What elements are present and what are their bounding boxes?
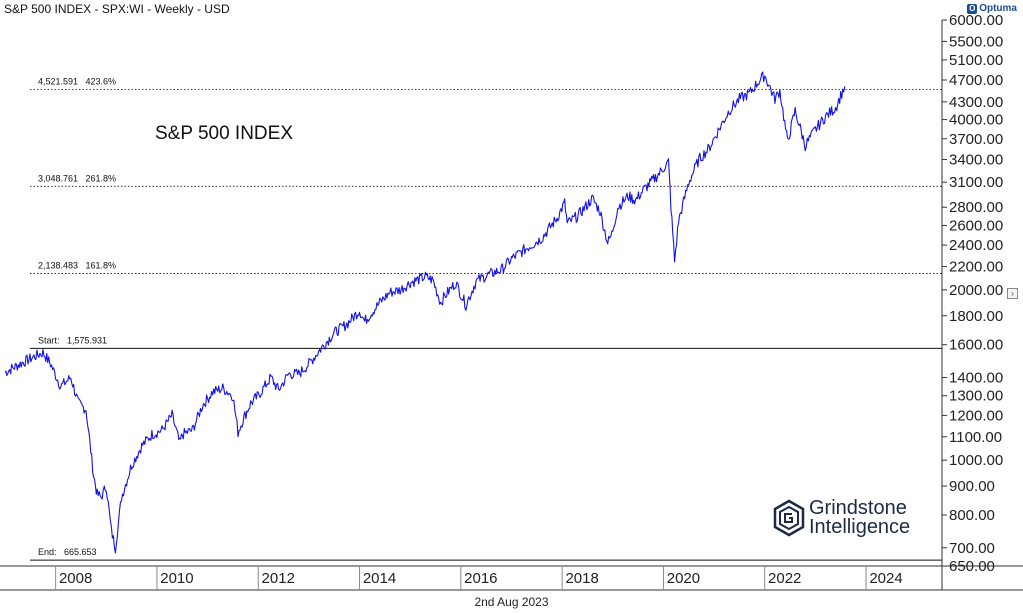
y-tick-label: 650.00 [949, 558, 995, 575]
y-tick-label: 6000.00 [949, 12, 1003, 29]
y-tick-label: 1400.00 [949, 370, 1003, 387]
y-tick-label: 1000.00 [949, 452, 1003, 469]
optuma-logo-text: Optuma [979, 3, 1017, 14]
y-tick-label: 5100.00 [949, 52, 1003, 69]
y-tick-label: 800.00 [949, 507, 995, 524]
y-tick-label: 3700.00 [949, 131, 1003, 148]
y-tick-label: 5500.00 [949, 33, 1003, 50]
y-tick-label: 2400.00 [949, 237, 1003, 254]
level-label: 3,048.761 261.8% [38, 173, 116, 183]
y-tick-label: 2800.00 [949, 199, 1003, 216]
y-tick-label: 1600.00 [949, 337, 1003, 354]
x-tick-label: 2010 [160, 570, 193, 587]
y-tick-label: 4000.00 [949, 112, 1003, 129]
y-tick-label: 4300.00 [949, 94, 1003, 111]
x-tick-label: 2014 [363, 570, 396, 587]
y-tick-label: 1100.00 [949, 429, 1002, 446]
x-tick-label: 2012 [262, 570, 295, 587]
x-tick-label: 2022 [768, 570, 801, 587]
y-tick-label: 1300.00 [949, 388, 1003, 405]
level-label: 4,521.591 423.6% [38, 76, 116, 86]
y-tick-label: 1200.00 [949, 407, 1003, 424]
watermark-line1: Grindstone [809, 497, 907, 519]
collapse-arrow-icon[interactable]: › [1007, 288, 1018, 299]
y-tick-label: 2000.00 [949, 282, 1003, 299]
optuma-icon: O [967, 3, 978, 14]
y-tick-label: 2200.00 [949, 258, 1003, 275]
x-tick-label: 2020 [667, 570, 700, 587]
watermark-line2: Intelligence [809, 516, 911, 538]
grindstone-watermark: Grindstone Intelligence [773, 497, 911, 538]
grindstone-hexagon-icon [773, 499, 805, 537]
level-label: Start: 1,575.931 [38, 335, 107, 345]
level-label: End: 665.653 [38, 547, 97, 557]
y-tick-label: 3100.00 [949, 174, 1003, 191]
footer-date: 2nd Aug 2023 [474, 595, 549, 609]
x-tick-label: 2016 [464, 570, 497, 587]
y-tick-label: 1800.00 [949, 308, 1003, 325]
price-series-line [4, 71, 846, 554]
y-tick-label: 700.00 [949, 540, 995, 557]
y-tick-label: 3400.00 [949, 152, 1003, 169]
y-tick-label: 2600.00 [949, 217, 1003, 234]
optuma-logo: O Optuma [967, 3, 1017, 14]
y-tick-label: 900.00 [949, 478, 995, 495]
y-tick-label: 4700.00 [949, 72, 1003, 89]
inner-chart-title: S&P 500 INDEX [155, 123, 293, 144]
level-label: 2,138.483 161.8% [38, 260, 116, 270]
chart-title: S&P 500 INDEX - SPX:WI - Weekly - USD [4, 2, 230, 16]
x-tick-label: 2018 [565, 570, 598, 587]
x-tick-label: 2008 [59, 570, 92, 587]
x-tick-label: 2024 [869, 570, 902, 587]
